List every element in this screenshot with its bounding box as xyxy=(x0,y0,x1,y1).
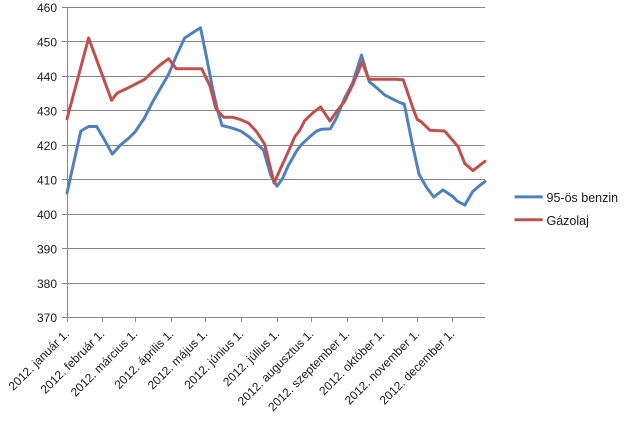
svg-text:440: 440 xyxy=(37,70,57,84)
svg-text:Gázolaj: Gázolaj xyxy=(547,214,589,228)
svg-text:400: 400 xyxy=(37,208,57,222)
svg-text:460: 460 xyxy=(37,1,57,15)
svg-text:450: 450 xyxy=(37,36,57,50)
svg-text:420: 420 xyxy=(37,139,57,153)
svg-text:430: 430 xyxy=(37,105,57,119)
svg-text:380: 380 xyxy=(37,277,57,291)
svg-text:410: 410 xyxy=(37,173,57,187)
svg-text:390: 390 xyxy=(37,242,57,256)
svg-text:95-ös benzin: 95-ös benzin xyxy=(547,191,619,205)
svg-text:370: 370 xyxy=(37,311,57,325)
